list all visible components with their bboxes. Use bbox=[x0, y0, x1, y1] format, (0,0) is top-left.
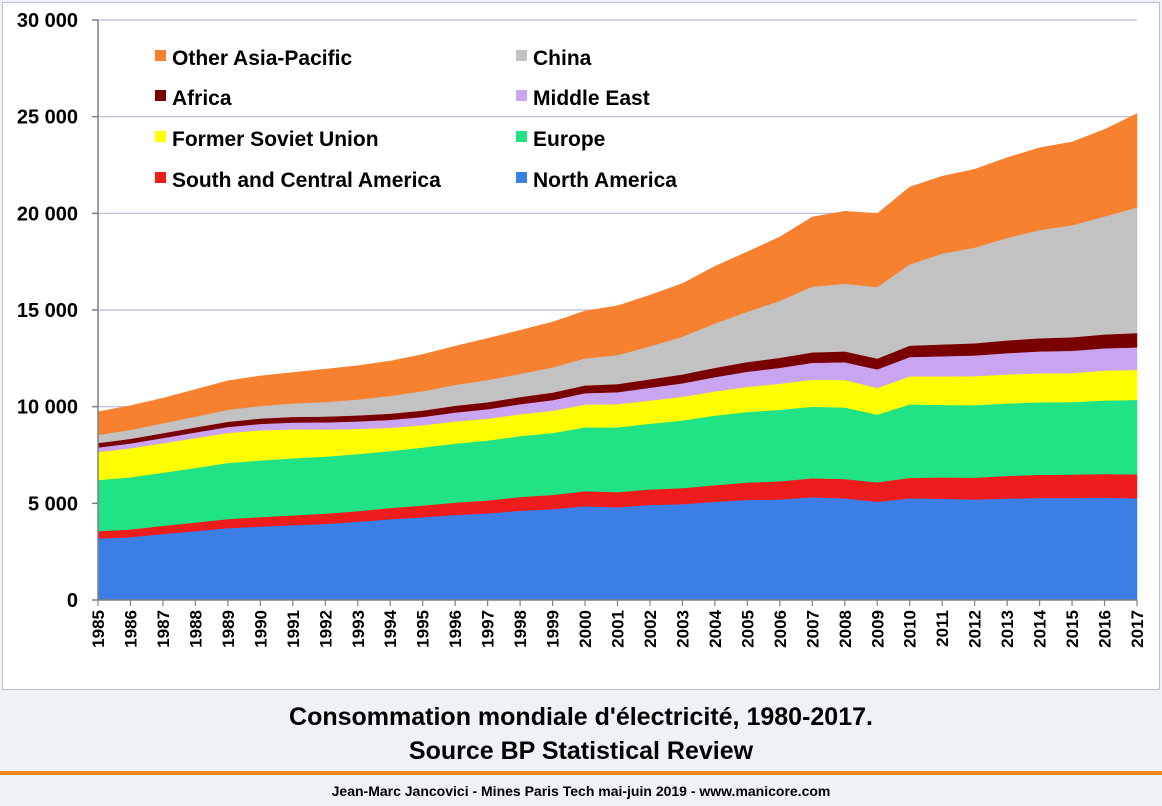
x-tick-label-2017: 2017 bbox=[1128, 610, 1147, 648]
x-tick-label-2006: 2006 bbox=[771, 610, 790, 648]
x-tick-label-1990: 1990 bbox=[251, 610, 270, 648]
x-tick-label-2009: 2009 bbox=[868, 610, 887, 648]
x-tick-label-1994: 1994 bbox=[381, 609, 400, 647]
x-tick-label-2015: 2015 bbox=[1063, 610, 1082, 648]
x-tick-label-1996: 1996 bbox=[446, 610, 465, 648]
caption-line-1: Consommation mondiale d'électricité, 198… bbox=[289, 703, 873, 731]
x-tick-label-1998: 1998 bbox=[511, 610, 530, 648]
legend-label-china: China bbox=[533, 47, 592, 70]
y-tick-label-6: 30 000 bbox=[17, 10, 78, 32]
x-tick-label-1995: 1995 bbox=[414, 610, 433, 648]
legend-label-north-america: North America bbox=[533, 169, 677, 192]
legend-swatch-europe bbox=[516, 131, 527, 142]
x-tick-label-1986: 1986 bbox=[121, 610, 140, 648]
y-tick-label-4: 20 000 bbox=[17, 203, 78, 225]
y-tick-label-2: 10 000 bbox=[17, 397, 78, 419]
x-tick-label-1987: 1987 bbox=[154, 610, 173, 648]
legend-swatch-africa bbox=[155, 90, 166, 101]
x-tick-label-2016: 2016 bbox=[1096, 610, 1115, 648]
area-other-asia-pacific bbox=[97, 113, 1138, 436]
electricity-area-chart: 0 5 000 10 000 15 000 20 000 25 000 30 000 1985… bbox=[17, 10, 1147, 648]
x-tick-label-2002: 2002 bbox=[641, 610, 660, 648]
chart-caption: Consommation mondiale d'électricité, 198… bbox=[0, 700, 1162, 768]
legend-swatch-south-and-central-america bbox=[155, 172, 166, 183]
legend-swatch-north-america bbox=[516, 172, 527, 183]
x-tick-label-2004: 2004 bbox=[706, 609, 725, 647]
x-tick-label-1999: 1999 bbox=[544, 610, 563, 648]
legend-swatch-china bbox=[516, 50, 527, 61]
x-tick-label-2003: 2003 bbox=[673, 610, 692, 648]
x-tick-label-2000: 2000 bbox=[576, 610, 595, 648]
caption-line-2: Source BP Statistical Review bbox=[408, 737, 754, 765]
legend-swatch-former-soviet-union bbox=[155, 131, 166, 142]
legend-label-other-asia-pacific: Other Asia-Pacific bbox=[172, 47, 352, 70]
legend-label-former-soviet-union: Former Soviet Union bbox=[172, 128, 379, 151]
footer-credit: Jean-Marc Jancovici - Mines Paris Tech m… bbox=[331, 783, 831, 799]
x-tick-label-1988: 1988 bbox=[186, 610, 205, 648]
y-tick-label-1: 5 000 bbox=[28, 493, 78, 515]
legend-label-africa: Africa bbox=[172, 87, 232, 110]
legend-label-middle-east: Middle East bbox=[533, 87, 650, 110]
x-tick-label-1991: 1991 bbox=[284, 610, 303, 648]
x-tick-label-2014: 2014 bbox=[1031, 609, 1050, 647]
x-tick-label-2013: 2013 bbox=[998, 610, 1017, 648]
x-tick-label-1985: 1985 bbox=[89, 610, 108, 648]
x-tick-label-2008: 2008 bbox=[836, 610, 855, 648]
divider-line bbox=[0, 771, 1162, 775]
x-tick-label-2010: 2010 bbox=[901, 610, 920, 648]
legend-swatch-middle-east bbox=[516, 90, 527, 101]
x-tick-label-1992: 1992 bbox=[316, 610, 335, 648]
x-tick-label-2001: 2001 bbox=[609, 610, 628, 648]
x-tick-label-1989: 1989 bbox=[219, 610, 238, 648]
y-tick-label-3: 15 000 bbox=[17, 300, 78, 322]
x-tick-label-2007: 2007 bbox=[803, 610, 822, 648]
y-tick-label-0: 0 bbox=[67, 590, 78, 612]
legend-swatch-other-asia-pacific bbox=[155, 50, 166, 61]
x-tick-label-2012: 2012 bbox=[966, 610, 985, 648]
x-tick-label-1997: 1997 bbox=[479, 610, 498, 648]
x-tick-label-2011: 2011 bbox=[933, 610, 952, 647]
x-tick-label-1993: 1993 bbox=[349, 610, 368, 648]
x-tick-label-2005: 2005 bbox=[738, 610, 757, 648]
legend-label-south-and-central-america: South and Central America bbox=[172, 169, 441, 192]
y-tick-label-5: 25 000 bbox=[17, 107, 78, 129]
legend-label-europe: Europe bbox=[533, 128, 605, 151]
